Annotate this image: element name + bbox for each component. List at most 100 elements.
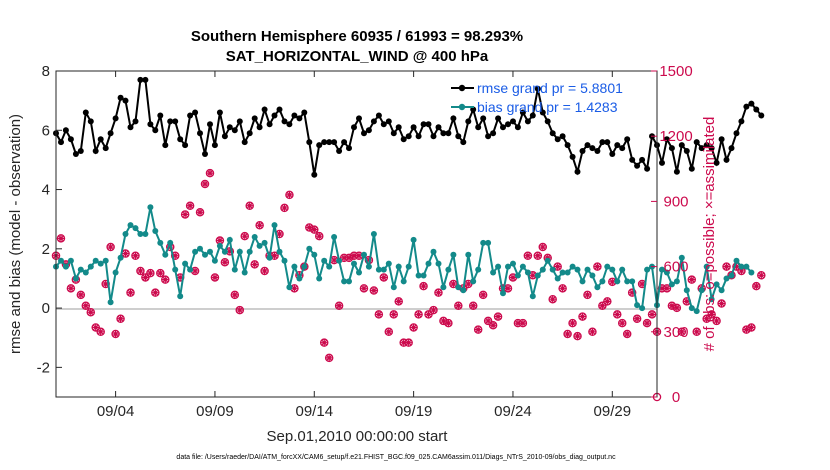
obs-possible-marker — [757, 271, 766, 280]
bias-point — [748, 269, 755, 276]
obs-possible-marker — [111, 329, 120, 339]
bias-point — [375, 266, 382, 273]
obs-assimilated-marker — [316, 232, 323, 240]
rmse-point — [738, 118, 745, 125]
obs-possible-marker — [478, 290, 488, 300]
bias-point — [435, 260, 442, 267]
rmse-point — [351, 124, 357, 131]
obs-possible-marker — [409, 323, 418, 332]
rmse-point — [440, 130, 447, 137]
obs-assimilated-marker — [604, 298, 611, 305]
bias-point — [668, 281, 675, 288]
rmse-point — [361, 130, 367, 137]
bias-point — [554, 275, 561, 282]
obs-assimilated-marker — [514, 319, 522, 327]
y-right-tick-label: 1200 — [659, 128, 692, 145]
rmse-point — [415, 133, 422, 140]
obs-assimilated-marker — [112, 330, 119, 338]
y-tick-label: 8 — [42, 63, 50, 80]
rmse-point — [604, 139, 611, 146]
obs-assimilated-marker — [599, 302, 606, 309]
rmse-point — [97, 136, 104, 143]
obs-possible-marker — [334, 301, 344, 310]
obs-assimilated-marker — [504, 285, 512, 292]
obs-possible-marker — [91, 323, 100, 332]
obs-possible-marker — [454, 301, 463, 310]
rmse-point — [505, 121, 511, 128]
bias-point — [713, 281, 720, 288]
rmse-point — [460, 139, 467, 146]
obs-possible-marker — [141, 273, 150, 282]
bias-point — [445, 266, 452, 273]
y-right-tick-label: 0 — [672, 389, 680, 406]
rmse-point — [172, 118, 179, 125]
obs-possible-marker — [106, 242, 115, 252]
obs-possible-marker — [96, 327, 105, 337]
obs-possible-marker — [230, 290, 240, 300]
bias-point — [534, 272, 541, 279]
bias-point — [718, 287, 725, 294]
obs-possible-marker — [260, 266, 269, 276]
bias-point — [82, 269, 89, 276]
rmse-point — [72, 151, 79, 157]
rmse-point — [629, 156, 636, 163]
obs-assimilated-marker — [350, 252, 358, 259]
obs-possible-marker — [195, 208, 205, 217]
obs-assimilated-marker — [524, 252, 532, 259]
obs-possible-marker — [518, 318, 528, 328]
obs-possible-marker — [707, 310, 716, 319]
bias-point — [311, 251, 318, 258]
obs-assimilated-marker — [435, 289, 442, 296]
bias-point — [137, 231, 144, 237]
obs-assimilated-marker — [132, 252, 139, 259]
rmse-point — [490, 130, 497, 137]
rmse-point — [256, 124, 263, 131]
bias-point — [614, 278, 621, 285]
obs-possible-marker — [603, 297, 612, 306]
obs-assimilated-marker — [628, 289, 636, 296]
obs-assimilated-marker — [594, 263, 601, 270]
obs-assimilated-marker — [440, 317, 447, 325]
obs-possible-marker — [250, 260, 259, 269]
obs-assimilated-marker — [127, 289, 134, 296]
bias-point — [703, 263, 710, 270]
rmse-point — [584, 142, 591, 149]
obs-possible-marker — [752, 281, 761, 291]
rmse-point — [87, 118, 94, 125]
x-tick-label: 09/29 — [594, 403, 632, 420]
bias-point — [529, 293, 536, 300]
obs-possible-marker — [573, 331, 582, 341]
rmse-point — [514, 124, 521, 131]
bias-point — [167, 239, 174, 246]
rmse-point — [316, 142, 323, 149]
rmse-point — [306, 139, 313, 146]
bias-point — [723, 275, 730, 282]
bias-point — [291, 263, 298, 270]
rmse-point — [500, 124, 506, 131]
footer-data-file: data file: /Users/raeder/DAI/ATM_forcXX/… — [176, 454, 616, 461]
obs-assimilated-marker — [743, 326, 750, 333]
x-tick-label: 09/04 — [97, 403, 135, 420]
obs-assimilated-marker — [579, 313, 586, 320]
bias-point — [430, 248, 437, 255]
bias-point — [221, 248, 228, 255]
rmse-point — [574, 168, 581, 175]
obs-possible-marker — [255, 221, 264, 230]
obs-assimilated-marker — [325, 354, 333, 362]
bias-point — [400, 278, 407, 285]
obs-assimilated-marker — [663, 285, 671, 292]
rmse-point — [356, 115, 362, 122]
obs-assimilated-marker — [211, 274, 219, 281]
rmse-point — [152, 127, 159, 134]
obs-assimilated-marker — [455, 302, 462, 309]
obs-assimilated-marker — [380, 274, 388, 281]
obs-assimilated-marker — [465, 280, 472, 288]
bias-point — [698, 287, 705, 294]
obs-possible-marker — [240, 231, 249, 241]
bias-point — [231, 266, 238, 273]
bias-point — [405, 263, 412, 270]
bias-point — [321, 257, 328, 264]
bias-point — [102, 257, 109, 264]
bias-point — [678, 254, 685, 261]
